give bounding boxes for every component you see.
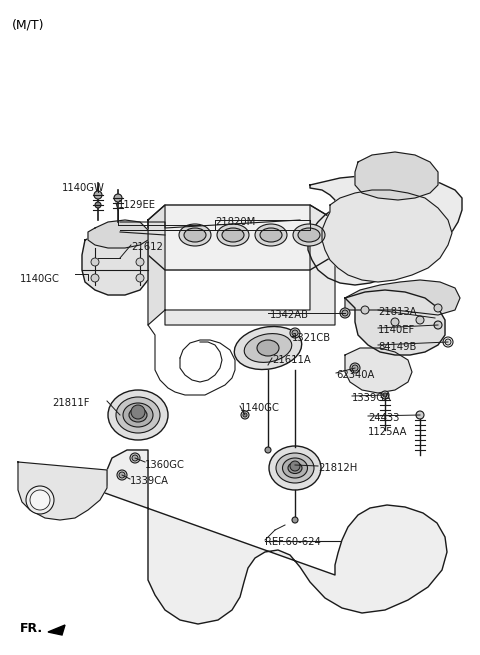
Text: 21612: 21612 <box>131 242 163 252</box>
Circle shape <box>131 405 145 419</box>
Circle shape <box>381 391 389 399</box>
Circle shape <box>91 258 99 266</box>
Text: 24433: 24433 <box>368 413 399 423</box>
Circle shape <box>26 486 54 514</box>
Text: 1140GC: 1140GC <box>20 274 60 284</box>
Circle shape <box>292 517 298 523</box>
Text: 1129EE: 1129EE <box>118 200 156 210</box>
Circle shape <box>119 472 125 478</box>
Circle shape <box>91 274 99 282</box>
Text: REF.60-624: REF.60-624 <box>265 537 321 547</box>
Ellipse shape <box>244 333 292 362</box>
Circle shape <box>416 411 424 419</box>
Circle shape <box>342 310 348 316</box>
Circle shape <box>340 308 350 318</box>
Text: 1321CB: 1321CB <box>292 333 331 343</box>
Polygon shape <box>322 190 452 282</box>
Text: 21811F: 21811F <box>52 398 89 408</box>
Ellipse shape <box>108 390 168 440</box>
Text: 1339GA: 1339GA <box>352 393 392 403</box>
Text: 1140EF: 1140EF <box>378 325 415 335</box>
Ellipse shape <box>257 340 279 356</box>
Text: 1140GC: 1140GC <box>240 403 280 413</box>
Polygon shape <box>148 205 335 270</box>
Text: 1339CA: 1339CA <box>130 476 169 486</box>
Circle shape <box>117 470 127 480</box>
Text: 1140GW: 1140GW <box>62 183 105 193</box>
Ellipse shape <box>276 453 314 483</box>
Circle shape <box>265 447 271 453</box>
Text: 21813A: 21813A <box>378 307 417 317</box>
Polygon shape <box>148 205 165 325</box>
Ellipse shape <box>298 228 320 242</box>
Circle shape <box>130 453 140 463</box>
Polygon shape <box>165 205 335 325</box>
Circle shape <box>114 194 122 202</box>
Circle shape <box>445 339 451 345</box>
Ellipse shape <box>260 228 282 242</box>
Circle shape <box>443 337 453 347</box>
Text: 1360GC: 1360GC <box>145 460 185 470</box>
Text: 62340A: 62340A <box>336 370 374 380</box>
Ellipse shape <box>283 458 308 478</box>
Ellipse shape <box>234 326 302 369</box>
Polygon shape <box>355 152 438 200</box>
Polygon shape <box>18 450 447 624</box>
Polygon shape <box>88 220 148 248</box>
Circle shape <box>136 274 144 282</box>
Text: 21820M: 21820M <box>215 217 255 227</box>
Text: 1125AA: 1125AA <box>368 427 408 437</box>
Polygon shape <box>345 280 460 315</box>
Circle shape <box>243 413 247 417</box>
Text: 84149B: 84149B <box>378 342 416 352</box>
Circle shape <box>30 490 50 510</box>
Circle shape <box>95 202 101 208</box>
Polygon shape <box>345 348 412 393</box>
Circle shape <box>241 411 249 419</box>
Text: FR.: FR. <box>20 622 43 635</box>
Ellipse shape <box>288 462 302 474</box>
Circle shape <box>352 365 358 371</box>
Circle shape <box>136 258 144 266</box>
Circle shape <box>434 321 442 329</box>
Circle shape <box>434 304 442 312</box>
Circle shape <box>132 455 138 461</box>
Ellipse shape <box>123 403 153 427</box>
Ellipse shape <box>222 228 244 242</box>
Text: 1342AB: 1342AB <box>270 310 309 320</box>
Circle shape <box>292 330 298 336</box>
Ellipse shape <box>129 408 147 422</box>
Polygon shape <box>308 175 462 285</box>
Polygon shape <box>48 625 65 635</box>
Ellipse shape <box>269 446 321 490</box>
Circle shape <box>290 328 300 338</box>
Ellipse shape <box>116 397 160 433</box>
Text: (M/T): (M/T) <box>12 18 45 31</box>
Ellipse shape <box>217 224 249 246</box>
Circle shape <box>290 461 300 471</box>
Text: 21611A: 21611A <box>272 355 311 365</box>
Circle shape <box>350 363 360 373</box>
Circle shape <box>361 306 369 314</box>
Ellipse shape <box>179 224 211 246</box>
Circle shape <box>416 316 424 324</box>
Circle shape <box>383 393 387 397</box>
Ellipse shape <box>293 224 325 246</box>
Ellipse shape <box>255 224 287 246</box>
Ellipse shape <box>184 228 206 242</box>
Polygon shape <box>82 230 148 295</box>
Circle shape <box>391 318 399 326</box>
Polygon shape <box>18 462 107 520</box>
Polygon shape <box>345 290 445 355</box>
Circle shape <box>94 191 102 199</box>
Text: 21812H: 21812H <box>318 463 357 473</box>
